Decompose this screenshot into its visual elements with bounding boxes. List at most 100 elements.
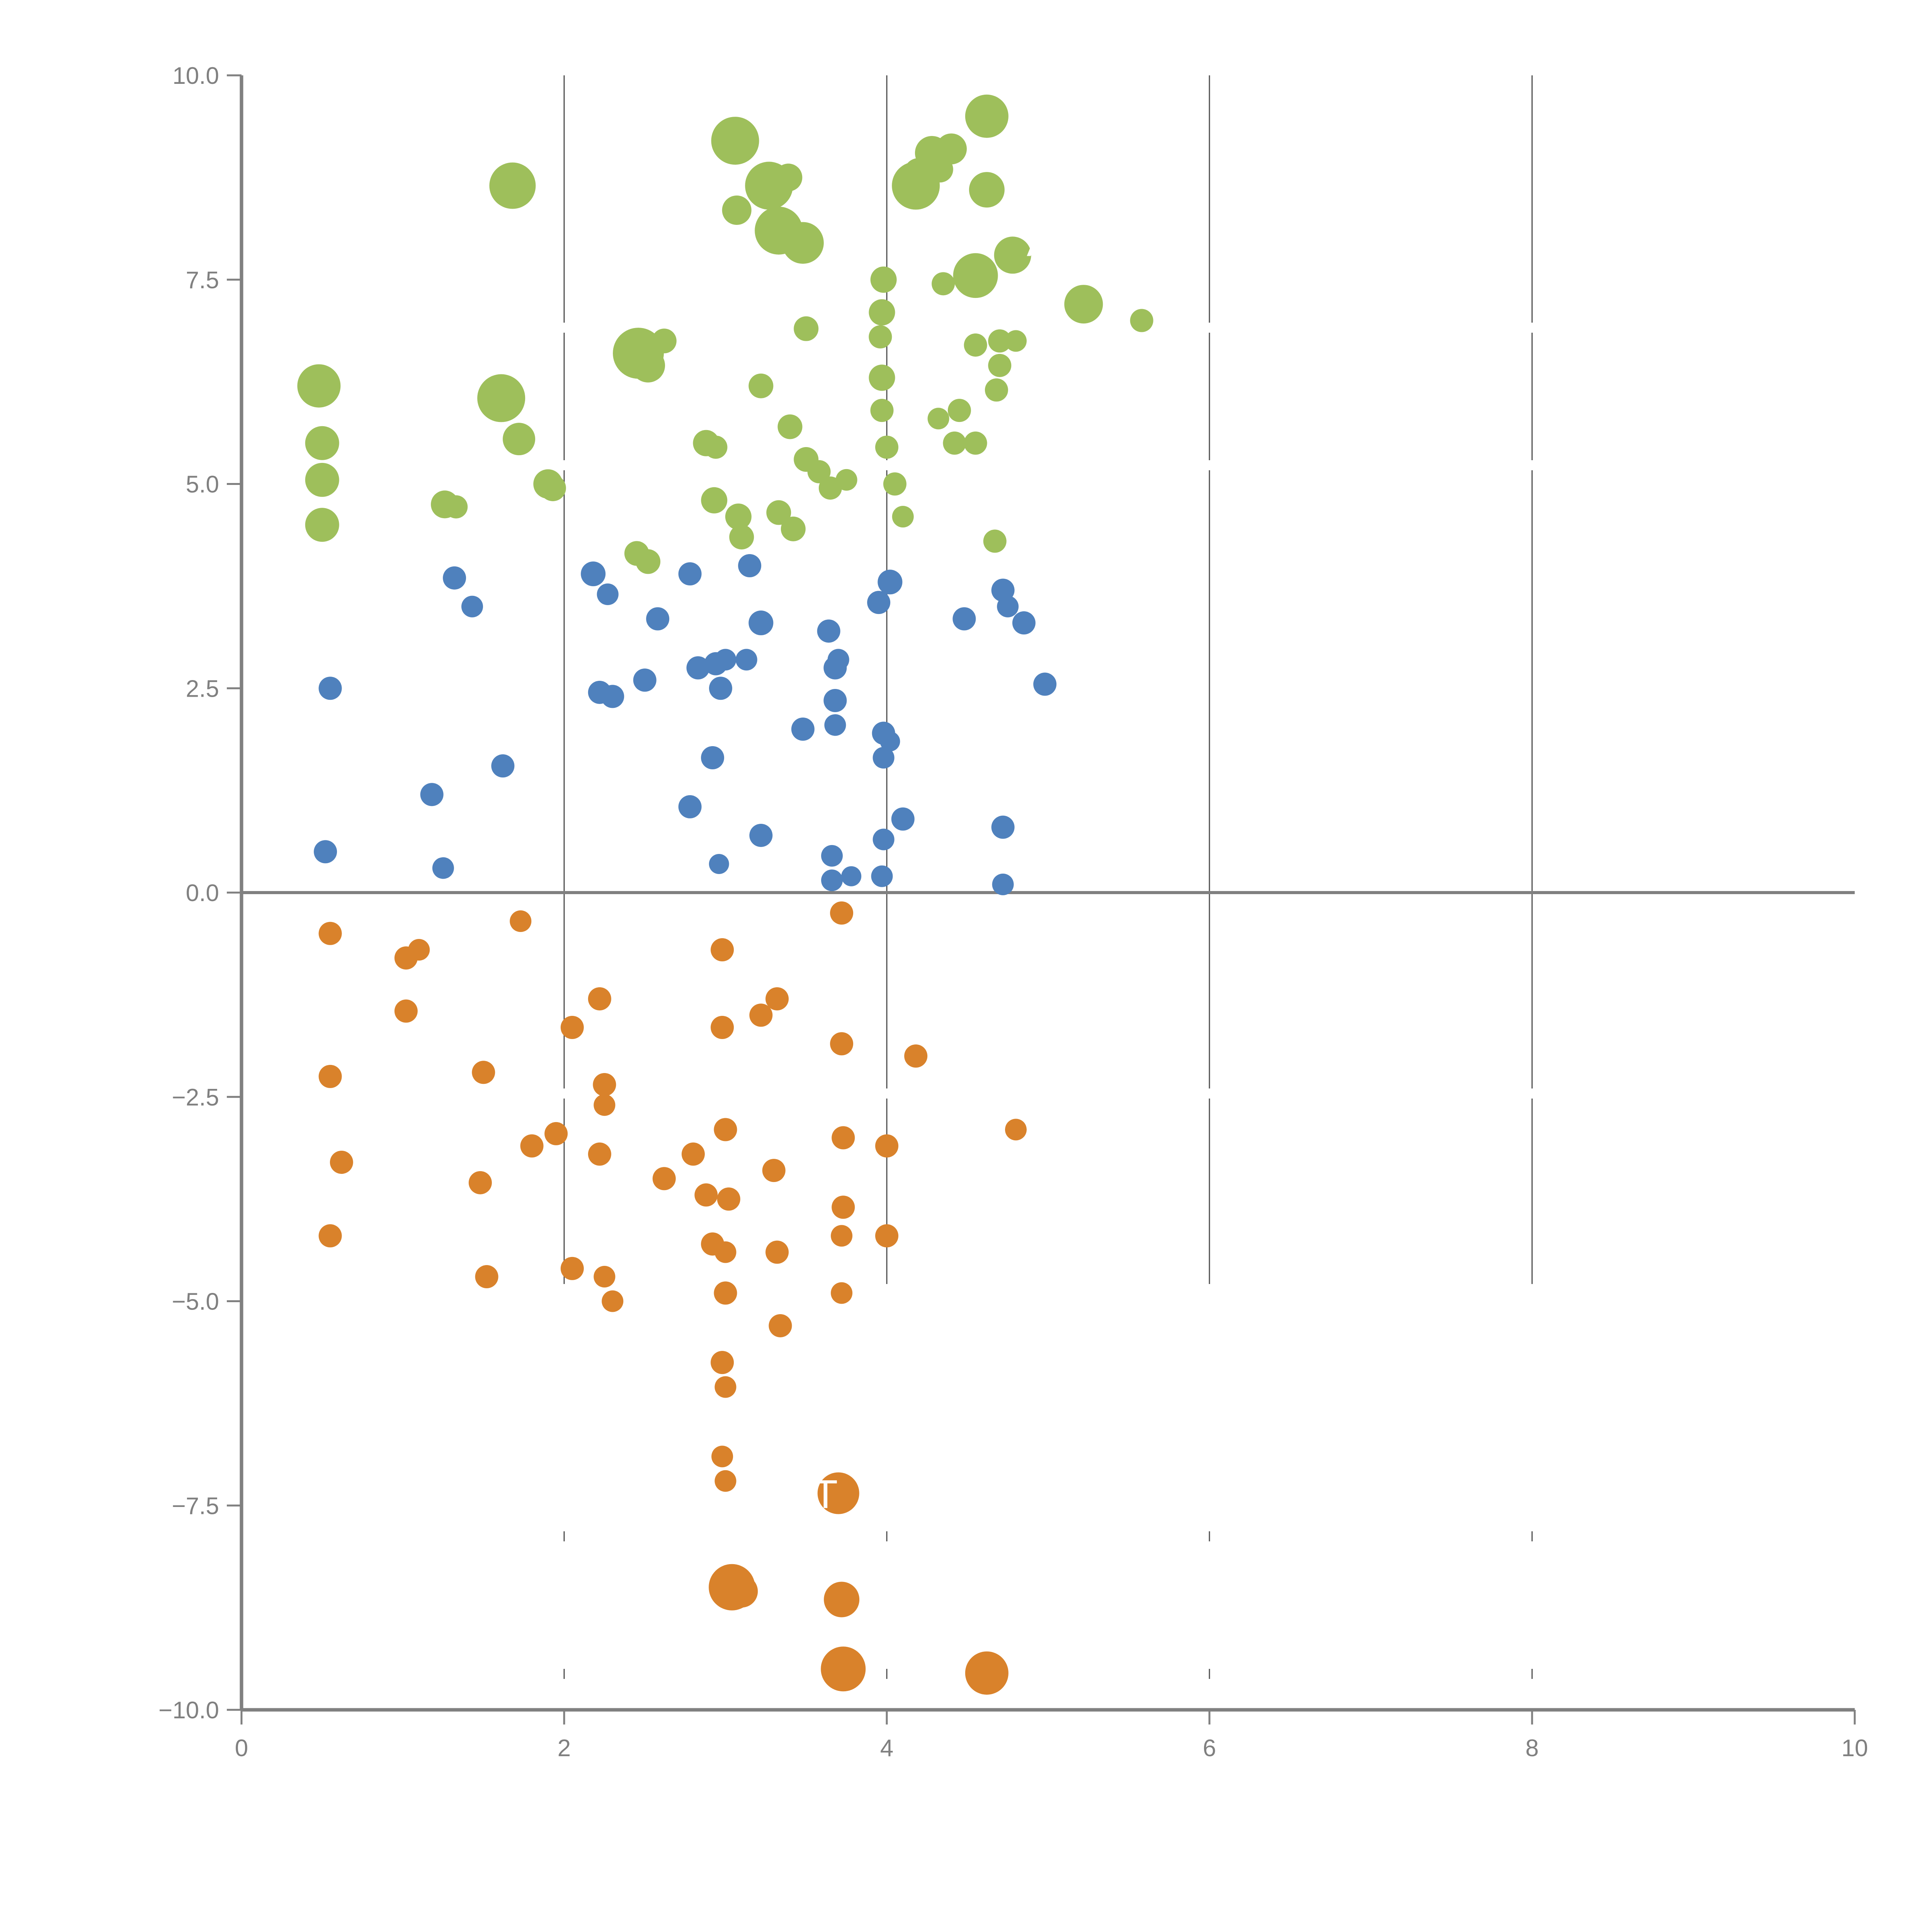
data-point[interactable] <box>601 685 624 708</box>
data-point[interactable] <box>841 866 862 886</box>
data-point[interactable] <box>560 1015 584 1039</box>
data-point[interactable] <box>807 460 831 483</box>
data-point[interactable] <box>878 570 903 595</box>
data-point[interactable] <box>871 865 893 887</box>
data-point[interactable] <box>904 1044 928 1068</box>
data-point[interactable] <box>869 325 892 349</box>
data-point[interactable] <box>711 1015 734 1039</box>
data-point[interactable] <box>781 516 806 541</box>
data-point[interactable] <box>965 94 1009 138</box>
data-point[interactable] <box>735 649 757 671</box>
data-point[interactable] <box>1005 330 1027 352</box>
data-point[interactable] <box>1130 309 1153 332</box>
data-point[interactable] <box>711 938 734 962</box>
data-point[interactable] <box>831 1282 853 1304</box>
data-point[interactable] <box>872 747 895 769</box>
data-point[interactable] <box>588 1142 611 1166</box>
data-point[interactable] <box>593 1073 616 1097</box>
data-point[interactable] <box>588 987 611 1010</box>
data-point[interactable] <box>633 668 656 692</box>
data-point[interactable] <box>678 562 702 586</box>
data-point[interactable] <box>394 999 418 1023</box>
data-point[interactable] <box>953 253 998 298</box>
data-point[interactable] <box>704 435 728 459</box>
data-point[interactable] <box>927 408 949 430</box>
data-point[interactable] <box>835 469 857 491</box>
data-point[interactable] <box>729 524 754 549</box>
data-point[interactable] <box>594 1266 616 1288</box>
data-point[interactable] <box>420 783 444 806</box>
data-point[interactable] <box>870 399 894 422</box>
data-point[interactable] <box>1033 672 1057 696</box>
data-point[interactable] <box>992 873 1014 895</box>
data-point[interactable] <box>510 910 532 932</box>
data-point[interactable] <box>952 607 976 631</box>
data-point[interactable] <box>749 823 773 847</box>
data-point[interactable] <box>305 426 339 460</box>
data-point[interactable] <box>714 1376 736 1398</box>
data-point[interactable] <box>701 487 728 514</box>
data-point[interactable] <box>936 133 967 165</box>
data-point[interactable] <box>461 595 483 617</box>
data-point[interactable] <box>774 163 803 192</box>
data-point[interactable] <box>821 845 843 867</box>
data-point[interactable] <box>832 1196 855 1219</box>
data-point[interactable] <box>714 1118 737 1141</box>
data-point[interactable] <box>711 1351 734 1374</box>
data-point[interactable] <box>503 423 536 456</box>
data-point[interactable] <box>749 1003 773 1027</box>
data-point[interactable] <box>489 162 536 209</box>
data-point[interactable] <box>636 549 661 574</box>
data-point[interactable] <box>824 714 846 736</box>
data-point[interactable] <box>875 1224 898 1248</box>
data-point[interactable] <box>891 807 915 831</box>
data-point[interactable] <box>722 195 752 225</box>
data-point[interactable] <box>701 746 724 770</box>
data-point[interactable] <box>682 1142 705 1166</box>
data-point[interactable] <box>738 554 762 577</box>
data-point[interactable] <box>880 731 900 752</box>
data-point[interactable] <box>932 272 955 296</box>
data-point[interactable] <box>869 364 895 391</box>
data-point[interactable] <box>491 754 515 778</box>
data-point[interactable] <box>318 922 342 945</box>
data-point[interactable] <box>560 1257 584 1280</box>
data-point[interactable] <box>748 611 774 636</box>
data-point[interactable] <box>318 677 342 700</box>
data-point[interactable] <box>892 506 914 528</box>
data-point[interactable] <box>714 1241 736 1263</box>
data-point[interactable] <box>297 364 341 408</box>
data-point[interactable] <box>318 1224 342 1248</box>
data-point[interactable] <box>725 1575 758 1608</box>
data-point[interactable] <box>714 649 736 671</box>
data-point[interactable] <box>602 1290 624 1312</box>
data-point[interactable] <box>765 1240 789 1264</box>
data-point[interactable] <box>468 1171 492 1194</box>
data-point[interactable] <box>964 333 987 357</box>
data-point[interactable] <box>875 1134 898 1158</box>
data-point[interactable] <box>964 431 987 455</box>
data-point[interactable] <box>678 795 702 818</box>
data-point[interactable] <box>472 1061 495 1084</box>
data-point[interactable] <box>831 1225 853 1247</box>
data-point[interactable] <box>832 1126 855 1150</box>
data-point[interactable] <box>709 677 732 700</box>
data-point[interactable] <box>988 329 1012 353</box>
data-point[interactable] <box>631 348 665 383</box>
data-point[interactable] <box>983 529 1007 553</box>
data-point[interactable] <box>988 354 1012 377</box>
data-point[interactable] <box>821 1646 866 1692</box>
data-point[interactable] <box>943 431 966 455</box>
data-point[interactable] <box>725 503 752 530</box>
data-point[interactable] <box>870 266 897 293</box>
data-point[interactable] <box>305 508 339 542</box>
data-point[interactable] <box>714 1281 737 1305</box>
data-point[interactable] <box>305 463 339 497</box>
data-point[interactable] <box>444 495 468 519</box>
data-point[interactable] <box>711 117 759 165</box>
data-point[interactable] <box>594 1094 616 1116</box>
data-point[interactable] <box>318 1065 342 1088</box>
data-point[interactable] <box>686 656 710 680</box>
data-point[interactable] <box>827 649 849 671</box>
data-point[interactable] <box>330 1150 353 1174</box>
